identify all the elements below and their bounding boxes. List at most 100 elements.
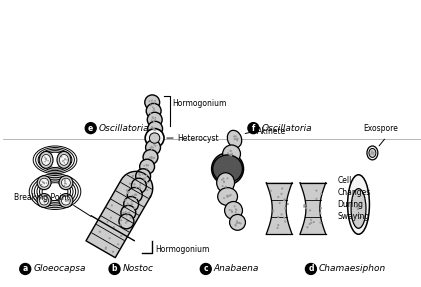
- Circle shape: [153, 129, 155, 131]
- Circle shape: [67, 200, 69, 201]
- Circle shape: [222, 177, 224, 179]
- Circle shape: [43, 201, 45, 202]
- Circle shape: [226, 196, 229, 198]
- Circle shape: [229, 195, 231, 197]
- Circle shape: [138, 173, 140, 175]
- Circle shape: [151, 101, 153, 103]
- Circle shape: [126, 220, 128, 222]
- Circle shape: [124, 197, 139, 212]
- Circle shape: [358, 213, 360, 215]
- Circle shape: [233, 135, 235, 137]
- Ellipse shape: [351, 189, 366, 228]
- Ellipse shape: [348, 175, 369, 234]
- Circle shape: [128, 212, 131, 214]
- Circle shape: [65, 200, 67, 202]
- Circle shape: [154, 102, 155, 104]
- Circle shape: [150, 104, 152, 106]
- Circle shape: [234, 211, 237, 213]
- Ellipse shape: [59, 154, 68, 165]
- Circle shape: [149, 100, 150, 102]
- Circle shape: [120, 224, 122, 226]
- Circle shape: [320, 212, 322, 214]
- Text: Hormogonium: Hormogonium: [155, 245, 210, 254]
- Circle shape: [62, 160, 64, 162]
- Circle shape: [46, 182, 48, 184]
- Circle shape: [234, 224, 236, 226]
- Circle shape: [131, 178, 147, 193]
- Circle shape: [283, 199, 285, 201]
- Circle shape: [107, 221, 109, 223]
- Ellipse shape: [369, 148, 376, 157]
- Text: Oscillatoria: Oscillatoria: [261, 124, 312, 133]
- Circle shape: [128, 220, 129, 222]
- Circle shape: [64, 180, 66, 181]
- Circle shape: [281, 187, 283, 190]
- Circle shape: [287, 203, 289, 205]
- Circle shape: [223, 181, 225, 183]
- Circle shape: [42, 181, 43, 183]
- Ellipse shape: [229, 214, 245, 230]
- Circle shape: [150, 157, 152, 158]
- Text: e: e: [88, 124, 93, 133]
- Ellipse shape: [59, 194, 73, 208]
- Circle shape: [41, 184, 43, 185]
- Circle shape: [135, 193, 136, 195]
- Circle shape: [126, 202, 129, 204]
- Text: c: c: [203, 264, 208, 274]
- Circle shape: [236, 139, 238, 141]
- Circle shape: [47, 160, 49, 162]
- Circle shape: [231, 211, 233, 213]
- Circle shape: [305, 207, 307, 209]
- Text: Exospore: Exospore: [363, 124, 398, 133]
- Circle shape: [109, 237, 111, 239]
- Circle shape: [236, 222, 237, 224]
- Circle shape: [127, 204, 129, 205]
- Circle shape: [147, 112, 162, 127]
- Ellipse shape: [40, 178, 48, 187]
- Circle shape: [237, 221, 239, 223]
- Circle shape: [304, 204, 306, 207]
- Circle shape: [231, 153, 232, 155]
- Circle shape: [149, 157, 151, 158]
- Circle shape: [151, 148, 152, 150]
- Circle shape: [148, 121, 163, 136]
- Ellipse shape: [57, 152, 71, 168]
- Circle shape: [147, 182, 149, 184]
- Circle shape: [133, 207, 136, 209]
- Text: b: b: [112, 264, 117, 274]
- Text: Breaking Point: Breaking Point: [14, 193, 69, 202]
- Circle shape: [153, 110, 155, 112]
- Circle shape: [152, 147, 154, 148]
- Circle shape: [131, 203, 132, 205]
- Circle shape: [125, 221, 128, 222]
- Circle shape: [113, 226, 115, 228]
- Circle shape: [356, 214, 358, 216]
- Circle shape: [128, 212, 130, 214]
- Polygon shape: [300, 183, 326, 234]
- Circle shape: [310, 222, 312, 224]
- Text: Gloeocapsa: Gloeocapsa: [33, 264, 86, 274]
- Circle shape: [226, 195, 228, 197]
- Circle shape: [235, 138, 237, 140]
- Circle shape: [45, 159, 47, 161]
- Circle shape: [105, 248, 107, 250]
- Circle shape: [280, 193, 282, 195]
- Circle shape: [64, 181, 66, 183]
- Circle shape: [234, 138, 236, 140]
- Circle shape: [110, 217, 112, 219]
- Circle shape: [149, 133, 160, 143]
- Circle shape: [230, 210, 232, 212]
- Text: f: f: [252, 124, 255, 133]
- Circle shape: [139, 174, 141, 176]
- Circle shape: [155, 129, 156, 131]
- Circle shape: [140, 183, 141, 184]
- Circle shape: [122, 212, 125, 214]
- Circle shape: [373, 153, 374, 155]
- Circle shape: [127, 220, 129, 222]
- Circle shape: [143, 165, 145, 166]
- Circle shape: [42, 181, 43, 182]
- Circle shape: [355, 206, 357, 208]
- Circle shape: [126, 220, 128, 221]
- Circle shape: [146, 165, 147, 166]
- Circle shape: [45, 158, 46, 160]
